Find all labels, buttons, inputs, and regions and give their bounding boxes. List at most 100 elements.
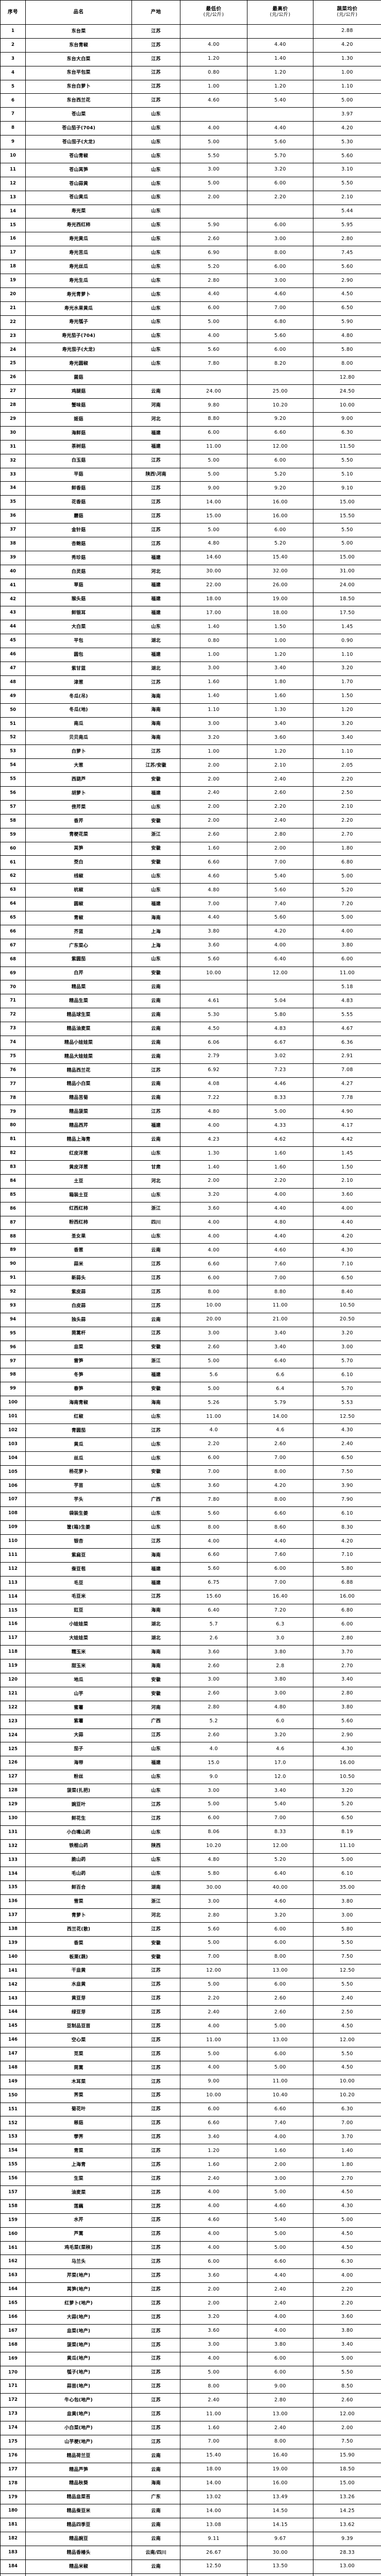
cell-average-price: 3.00 — [313, 1908, 381, 1923]
cell-lowest-price: 6.90 — [180, 246, 247, 261]
cell-average-price: 8.40 — [313, 1285, 381, 1299]
cell-average-price: 8.50 — [313, 2379, 381, 2394]
cell-index: 35 — [0, 495, 26, 510]
cell-index: 177 — [0, 2462, 26, 2477]
cell-origin: 江苏 — [131, 1271, 180, 1286]
cell-average-price: 3.20 — [313, 1784, 381, 1798]
cell-index: 150 — [0, 2088, 26, 2103]
table-row: 96 韭菜 安徽 2.60 3.40 3.00 — [0, 1340, 381, 1355]
cell-index: 68 — [0, 952, 26, 967]
cell-average-price: 3.60 — [313, 1188, 381, 1202]
cell-average-price: 4.83 — [313, 994, 381, 1009]
cell-product-name: 粉丝 — [25, 1770, 132, 1785]
cell-highest-price: 3.60 — [247, 731, 313, 745]
table-row: 91 新蒜头 江苏 6.00 7.00 6.50 — [0, 1271, 381, 1286]
cell-highest-price: 8.00 — [247, 2434, 313, 2449]
cell-index: 6 — [0, 93, 26, 108]
cell-lowest-price: 2.80 — [180, 1700, 247, 1715]
table-row: 33 平菇 陕西\河南 5.00 5.20 5.10 — [0, 467, 381, 482]
cell-index: 130 — [0, 1811, 26, 1826]
cell-lowest-price: 8.00 — [180, 1520, 247, 1535]
cell-lowest-price: 4.80 — [180, 536, 247, 551]
cell-average-price: 11.10 — [313, 1839, 381, 1854]
cell-index: 69 — [0, 966, 26, 981]
cell-index: 172 — [0, 2393, 26, 2408]
table-row: 183 精品香椿头 云南/四川 26.67 30.00 28.33 — [0, 2546, 381, 2560]
cell-index: 126 — [0, 1756, 26, 1771]
cell-index: 180 — [0, 2504, 26, 2519]
cell-average-price: 5.95 — [313, 218, 381, 233]
cell-origin: 山东 — [131, 246, 180, 261]
cell-product-name: 白灵菇 — [25, 564, 132, 579]
cell-origin: 江苏 — [131, 453, 180, 468]
cell-index: 74 — [0, 1036, 26, 1050]
table-row: 164 莴笋(地产) 江苏 2.00 2.40 2.20 — [0, 2282, 381, 2297]
table-row: 43 鲜银耳 福建 17.00 18.00 17.50 — [0, 606, 381, 621]
cell-origin: 江苏 — [131, 2005, 180, 2020]
cell-average-price: 4.20 — [313, 121, 381, 136]
cell-origin: 云南 — [131, 1022, 180, 1037]
cell-origin: 江苏 — [131, 24, 180, 39]
cell-index: 161 — [0, 2241, 26, 2256]
cell-average-price: 4.30 — [313, 2199, 381, 2214]
cell-highest-price: 6.60 — [247, 426, 313, 440]
cell-highest-price: 13.00 — [247, 1963, 313, 1978]
cell-average-price: 1.20 — [313, 703, 381, 718]
cell-origin: 山东 — [131, 1867, 180, 1882]
cell-lowest-price: 11.00 — [180, 2407, 247, 2422]
cell-product-name: 青圆茄 — [25, 1423, 132, 1438]
cell-product-name: 青萝卜 — [25, 1908, 132, 1923]
table-row: 142 水韭黄 江苏 5.00 6.00 5.50 — [0, 1977, 381, 1992]
cell-lowest-price: 9.00 — [180, 481, 247, 496]
cell-product-name: 黄豆芽 — [25, 1991, 132, 2006]
cell-product-name: 荸荠 — [25, 2130, 132, 2145]
cell-lowest-price: 6.00 — [180, 301, 247, 316]
cell-highest-price: 3.80 — [247, 1645, 313, 1660]
cell-origin: 江苏 — [131, 2227, 180, 2242]
cell-highest-price: 11.00 — [247, 2074, 313, 2089]
cell-average-price: 4.20 — [313, 38, 381, 53]
cell-lowest-price: 11.00 — [180, 439, 247, 454]
cell-product-name: 绿豆芽 — [25, 2005, 132, 2020]
cell-origin: 江苏 — [131, 2033, 180, 2048]
cell-origin: 山东 — [131, 1188, 180, 1202]
cell-origin: 广东 — [131, 2490, 180, 2505]
cell-product-name: 白玉菇 — [25, 453, 132, 468]
table-row: 60 莴笋 安徽 1.60 2.00 1.80 — [0, 841, 381, 856]
cell-lowest-price: 8.00 — [180, 1285, 247, 1299]
cell-lowest-price: 6.00 — [180, 2255, 247, 2269]
cell-index: 89 — [0, 1243, 26, 1258]
cell-highest-price: 1.40 — [247, 52, 313, 66]
cell-index: 91 — [0, 1271, 26, 1286]
cell-lowest-price: 5.30 — [180, 1008, 247, 1023]
cell-index: 124 — [0, 1728, 26, 1743]
cell-index: 96 — [0, 1340, 26, 1355]
cell-product-name: 芦蒿 — [25, 2227, 132, 2242]
column-header-origin: 产地 — [131, 0, 180, 25]
cell-origin: 海南 — [131, 1548, 180, 1563]
cell-highest-price: 8.00 — [247, 1950, 313, 1964]
cell-highest-price: 10.40 — [247, 2088, 313, 2103]
table-row: 112 蚕豆苞 福建 5.60 6.00 5.80 — [0, 1562, 381, 1577]
cell-average-price: 3.80 — [313, 1894, 381, 1909]
table-row: 135 鲜百合 湖南 30.00 40.00 35.00 — [0, 1880, 381, 1895]
table-row: 116 小娃娃菜 湖北 5.7 6.3 6.00 — [0, 1617, 381, 1632]
cell-product-name: 香菜 — [25, 1936, 132, 1951]
cell-origin: 江苏 — [131, 481, 180, 496]
table-row: 119 甜玉米 海南 2.60 2.8 2.70 — [0, 1659, 381, 1673]
cell-highest-price: 5.00 — [247, 2241, 313, 2256]
cell-lowest-price: 4.00 — [180, 2060, 247, 2075]
cell-highest-price: 5.04 — [247, 994, 313, 1009]
table-row: 152 慈菇 江苏 6.60 7.40 7.00 — [0, 2116, 381, 2131]
table-row: 154 青菜 江苏 1.20 1.60 1.40 — [0, 2144, 381, 2159]
cell-lowest-price: 30.00 — [180, 1880, 247, 1895]
cell-origin: 山东 — [131, 1479, 180, 1494]
cell-highest-price: 2.60 — [247, 1437, 313, 1452]
cell-index: 141 — [0, 1963, 26, 1978]
cell-highest-price: 5.20 — [247, 536, 313, 551]
cell-product-name: 独头蒜 — [25, 1312, 132, 1327]
cell-product-name: 寿光黄瓜 — [25, 232, 132, 247]
cell-product-name: 雪菜 — [25, 1894, 132, 1909]
cell-lowest-price: 3.20 — [180, 1188, 247, 1202]
cell-index: 173 — [0, 2407, 26, 2422]
